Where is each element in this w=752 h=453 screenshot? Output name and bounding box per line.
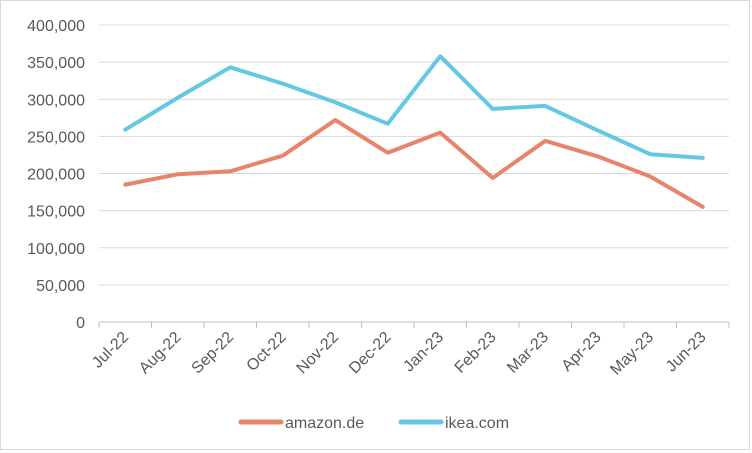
series-line-amazon [123,118,705,209]
data-point-amazon [333,118,337,122]
data-point-ikea [701,156,705,160]
data-point-amazon [386,151,390,155]
data-point-amazon [701,205,705,209]
data-point-ikea [648,152,652,156]
x-axis-tick-labels: Jul-22 Aug-22 Sep-22 Oct-22 Nov-22 Dec-22 Jan-… [89,329,709,379]
data-point-ikea [228,65,232,69]
data-point-amazon [281,154,285,158]
legend-label-amazon: amazon.de [285,415,364,432]
data-point-amazon [123,183,127,187]
x-tick-label: Jan-23 [400,329,447,376]
data-point-ikea [596,128,600,132]
x-tick-label: May-23 [607,329,657,379]
y-tick-label: 350,000 [27,55,85,72]
x-tick-label: Oct-22 [244,329,290,375]
y-tick-label: 200,000 [27,167,85,184]
data-point-amazon [228,169,232,173]
data-point-amazon [491,176,495,180]
x-tick-label: Feb-23 [452,329,500,377]
data-point-ikea [543,104,547,108]
y-tick-label: 400,000 [27,18,85,35]
data-point-amazon [648,174,652,178]
data-point-ikea [386,122,390,126]
y-tick-label: 300,000 [27,92,85,109]
data-point-ikea [333,100,337,104]
y-axis-tick-labels: 0 50,000 100,000 150,000 200,000 250,000 300,0… [27,18,85,332]
data-point-ikea [491,107,495,111]
data-point-ikea [281,82,285,86]
x-tick-label: Dec-22 [346,329,395,378]
data-point-amazon [176,172,180,176]
x-tick-label: Aug-22 [136,329,185,378]
legend: amazon.de ikea.com [238,415,509,432]
data-point-amazon [596,154,600,158]
x-tick-label: Sep-22 [189,329,238,378]
x-tick-label: Mar-23 [504,329,552,377]
data-point-ikea [438,54,442,58]
y-tick-label: 100,000 [27,241,85,258]
series-lines [123,54,705,209]
series-line-ikea [123,54,705,160]
legend-label-ikea: ikea.com [445,415,509,432]
data-point-ikea [176,96,180,100]
x-tick-label: Nov-22 [294,329,343,378]
x-tick-label: Jun-23 [663,329,710,376]
data-point-amazon [438,131,442,135]
x-tick-label: Jul-22 [89,329,132,372]
y-tick-label: 150,000 [27,204,85,221]
x-tick-label: Apr-23 [559,329,605,375]
y-tick-label: 250,000 [27,129,85,146]
y-tick-label: 0 [76,315,85,332]
data-point-ikea [123,128,127,132]
y-tick-label: 50,000 [36,278,85,295]
data-point-amazon [543,139,547,143]
gridlines [99,24,729,286]
x-axis [98,321,730,328]
